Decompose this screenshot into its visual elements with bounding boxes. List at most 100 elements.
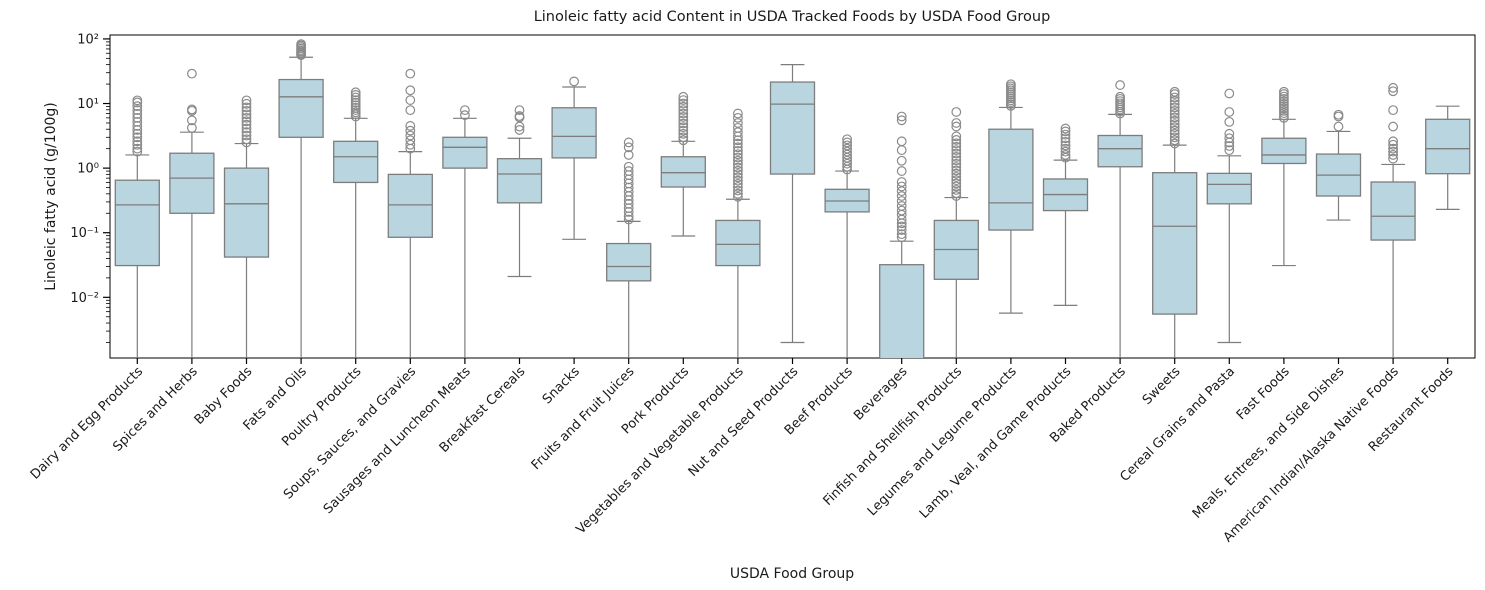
y-axis-label: Linoleic fatty acid (g/100g) <box>43 102 59 291</box>
outlier-point <box>896 111 907 122</box>
outlier-point <box>842 137 852 148</box>
outlier-point <box>896 205 907 216</box>
outlier-point <box>1060 136 1071 147</box>
iqr-box <box>333 140 379 184</box>
outlier-point <box>1388 121 1398 132</box>
outlier-point <box>842 140 852 151</box>
outlier-point <box>896 232 907 243</box>
iqr-box <box>606 242 652 282</box>
outlier-point <box>1278 91 1289 102</box>
box-group <box>387 68 433 358</box>
outlier-point <box>132 95 143 106</box>
outlier-point <box>132 146 143 157</box>
outlier-point <box>951 172 962 182</box>
box-group <box>769 64 816 344</box>
outlier-point <box>569 76 579 87</box>
outlier-point <box>186 122 197 133</box>
outlier-point <box>896 115 907 126</box>
outlier-point <box>186 68 197 79</box>
outlier-point <box>1278 105 1289 116</box>
box-group <box>824 134 870 358</box>
iqr-box <box>1261 137 1307 165</box>
outlier-point <box>951 165 962 176</box>
iqr-box <box>1152 172 1198 315</box>
outlier-point <box>733 122 743 133</box>
outlier-point <box>896 196 907 206</box>
outlier-point <box>678 105 689 116</box>
outlier-point <box>514 105 525 116</box>
outlier-point <box>951 191 962 201</box>
outlier-point <box>1006 79 1016 90</box>
outlier-point <box>733 175 743 186</box>
outlier-point <box>678 91 689 102</box>
plot-area: 10⁻² 10⁻¹ 10⁰ 10¹ 10² Dairy and Egg Products S… <box>28 32 1476 545</box>
outlier-point <box>1388 150 1398 160</box>
outlier-point <box>405 105 416 116</box>
iqr-box <box>988 128 1034 231</box>
outlier-point <box>132 101 143 112</box>
outlier-point <box>1169 135 1180 146</box>
outlier-point <box>350 95 361 105</box>
outlier-point <box>296 39 307 50</box>
outlier-point <box>350 100 361 111</box>
box-group <box>1315 109 1362 221</box>
outlier-point <box>1278 101 1289 112</box>
outlier-point <box>241 134 252 145</box>
outlier-point <box>1388 86 1398 97</box>
box-group <box>1152 86 1198 358</box>
outlier-point <box>405 68 416 79</box>
box-group <box>1425 105 1471 210</box>
outlier-point <box>1278 86 1289 97</box>
outlier-point <box>405 121 416 131</box>
outlier-point <box>1388 143 1398 154</box>
outlier-point <box>951 131 962 142</box>
outlier-point <box>678 112 689 122</box>
outlier-point <box>460 105 470 116</box>
outlier-point <box>241 119 252 130</box>
outlier-point <box>1388 153 1398 164</box>
iqr-box <box>278 78 324 138</box>
outlier-point <box>678 128 689 139</box>
outlier-point <box>733 169 743 179</box>
outlier-point <box>241 123 252 134</box>
outlier-point <box>733 149 743 160</box>
outlier-point <box>241 112 252 123</box>
outlier-point <box>733 138 743 149</box>
outlier-point <box>1169 128 1180 139</box>
outlier-point <box>405 130 416 141</box>
outlier-point <box>241 116 252 127</box>
outlier-point <box>350 87 361 98</box>
outlier-point <box>1115 91 1125 102</box>
outlier-point <box>678 122 689 133</box>
outlier-point <box>678 125 689 136</box>
outlier-point <box>951 178 962 189</box>
outlier-point <box>951 152 962 162</box>
outlier-point <box>1169 115 1180 126</box>
outlier-point <box>896 145 907 156</box>
outlier-point <box>1060 150 1071 160</box>
outlier-point <box>733 188 743 199</box>
box-group <box>551 76 597 240</box>
outlier-point <box>951 135 962 145</box>
outlier-point <box>733 162 743 173</box>
outlier-point <box>733 118 743 128</box>
y-tick-label: 10⁰ <box>77 162 99 177</box>
outlier-point <box>132 139 143 150</box>
outlier-point <box>733 178 743 189</box>
outlier-point <box>951 138 962 149</box>
iqr-box <box>1370 181 1416 241</box>
outlier-point <box>678 108 689 119</box>
outlier-point <box>186 115 197 126</box>
outlier-point <box>623 161 634 172</box>
outlier-point <box>1333 121 1344 132</box>
outlier-point <box>733 159 743 170</box>
outlier-point <box>896 201 907 211</box>
iqr-box <box>169 152 215 214</box>
outlier-point <box>623 198 634 209</box>
box-group <box>496 105 543 278</box>
outlier-point <box>951 162 962 172</box>
outlier-point <box>623 142 634 153</box>
box-group <box>333 87 379 358</box>
outlier-point <box>1169 122 1180 133</box>
